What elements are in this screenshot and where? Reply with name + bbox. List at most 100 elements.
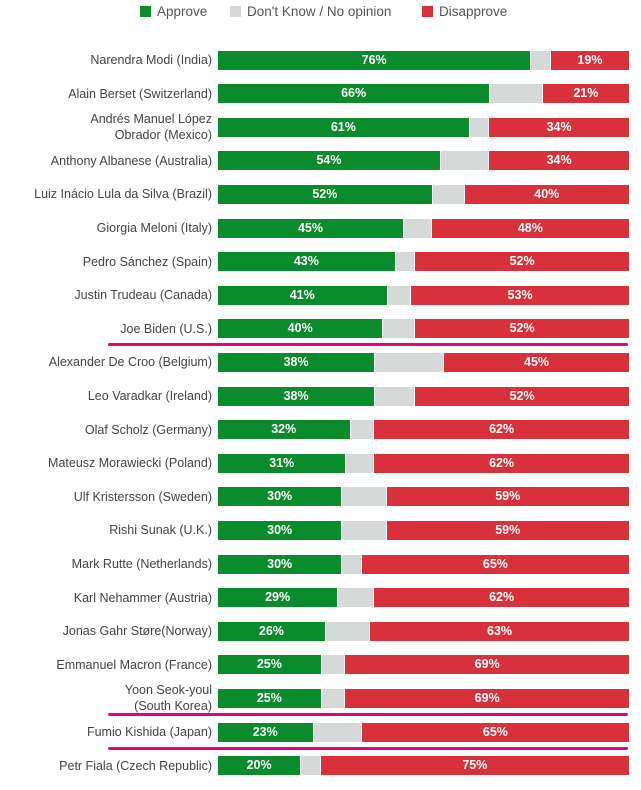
row-label: Emmanuel Macron (France) [56, 657, 212, 673]
row-label: Ulf Kristersson (Sweden) [74, 489, 212, 505]
data-label-approve: 66% [341, 86, 367, 101]
row-label: Olaf Scholz (Germany) [85, 422, 212, 438]
bar-disapprove [345, 688, 629, 708]
row-label: Karl Nehammer (Austria) [74, 590, 212, 606]
data-label-approve: 26% [258, 623, 284, 638]
data-label-disapprove: 52% [509, 254, 535, 269]
row-label: Mark Rutte (Netherlands) [72, 556, 212, 572]
bar-dont-know [431, 184, 465, 204]
bar-dont-know [468, 117, 490, 137]
bar-approve [218, 722, 313, 742]
row-label-line: Luiz Inácio Lula da Silva (Brazil) [34, 187, 212, 202]
data-label-approve: 30% [267, 522, 293, 537]
bar-disapprove [386, 520, 629, 540]
bar-disapprove [370, 621, 629, 641]
bar-dont-know [337, 588, 375, 608]
bar-approve [218, 319, 383, 339]
row-label: Joe Biden (U.S.) [120, 321, 212, 337]
data-label-approve: 32% [271, 422, 297, 437]
data-label-approve: 40% [287, 321, 313, 336]
row-label-line: Obrador (Mexico) [114, 128, 212, 143]
data-label-approve: 43% [293, 254, 319, 269]
data-label-disapprove: 65% [482, 556, 508, 571]
row-label-line: Alain Berset (Switzerland) [68, 86, 212, 101]
bar-disapprove [374, 453, 629, 473]
bar-approve [218, 520, 342, 540]
bar-disapprove [386, 487, 629, 507]
bar-approve [218, 554, 342, 574]
row-label-line: Anthony Albanese (Australia) [50, 153, 212, 168]
legend-swatch-dont-know [230, 5, 241, 17]
row-label-line: Rishi Sunak (U.K.) [109, 523, 212, 538]
row-label: Anthony Albanese (Australia) [51, 153, 212, 169]
bar-approve [218, 588, 338, 608]
row-label-line: Yoon Seok-youl [124, 683, 212, 698]
row-label-line: Petr Fiala (Czech Republic) [59, 758, 212, 773]
bar-disapprove [320, 756, 629, 776]
row-label-line: Giorgia Meloni (Italy) [96, 221, 212, 235]
data-label-disapprove: 53% [507, 287, 533, 302]
data-label-disapprove: 59% [495, 522, 521, 537]
bar-disapprove [361, 554, 629, 574]
bar-approve [218, 184, 432, 204]
data-label-approve: 45% [297, 220, 323, 235]
data-label-disapprove: 75% [462, 758, 488, 773]
row-label: Leo Varadkar (Ireland) [88, 388, 212, 404]
bar-disapprove [415, 319, 629, 339]
bar-disapprove [542, 84, 629, 104]
bar-approve [218, 453, 346, 473]
row-label: Rishi Sunak (U.K.) [109, 522, 212, 538]
bar-approve [218, 285, 387, 305]
data-label-disapprove: 69% [474, 690, 500, 705]
data-label-approve: 61% [330, 119, 356, 134]
row-label: Pedro Sánchez (Spain) [83, 254, 212, 270]
row-label-line: Joe Biden (U.S.) [120, 321, 212, 336]
bar-dont-know [320, 655, 346, 675]
bar-dont-know [374, 352, 445, 372]
data-label-approve: 25% [256, 657, 282, 672]
row-label-line: Fumio Kishida (Japan) [86, 725, 212, 739]
row-label: Alain Berset (Switzerland) [68, 86, 212, 102]
row-label-line: Emmanuel Macron (France) [56, 657, 212, 672]
legend-label-disapprove: Disapprove [439, 3, 508, 19]
data-label-disapprove: 62% [489, 590, 515, 605]
bar-dont-know [341, 554, 362, 574]
data-label-approve: 25% [256, 690, 282, 705]
row-label-line: Olaf Scholz (Germany) [84, 422, 212, 437]
bar-dont-know [349, 420, 375, 440]
bar-dont-know [345, 453, 375, 473]
bar-dont-know [341, 520, 387, 540]
bar-approve [218, 655, 321, 675]
data-label-approve: 30% [267, 556, 293, 571]
bar-approve [218, 756, 301, 776]
data-label-approve: 52% [312, 186, 338, 201]
bar-dont-know [374, 386, 416, 406]
row-label-line: Mark Rutte (Netherlands) [71, 557, 212, 571]
bar-dont-know [312, 722, 362, 742]
data-label-disapprove: 45% [524, 354, 550, 369]
legend-item-disapprove: Disapprove [422, 3, 507, 19]
data-label-disapprove: 48% [517, 220, 543, 235]
row-label-line: Ulf Kristersson (Sweden) [73, 489, 212, 504]
data-label-approve: 38% [283, 354, 309, 369]
data-label-disapprove: 62% [489, 422, 515, 437]
data-label-approve: 41% [289, 287, 315, 302]
bar-disapprove [431, 218, 629, 238]
data-label-disapprove: 40% [534, 186, 560, 201]
data-label-disapprove: 65% [482, 724, 508, 739]
row-label: Yoon Seok-youl (South Korea) [125, 682, 212, 714]
data-label-disapprove: 62% [489, 455, 515, 470]
bar-disapprove [361, 722, 629, 742]
bar-approve [218, 386, 375, 406]
legend-item-approve: Approve [140, 3, 207, 19]
bar-approve [218, 218, 403, 238]
row-label-line: Narendra Modi (India) [90, 53, 212, 67]
row-label: Giorgia Meloni (Italy) [97, 220, 212, 236]
bar-dont-know [394, 252, 416, 272]
row-label-line: Jonas Gahr Støre(Norway) [62, 624, 212, 639]
bar-disapprove [345, 655, 629, 675]
legend-swatch-approve [140, 5, 151, 17]
data-label-disapprove: 63% [487, 623, 513, 638]
data-label-approve: 38% [283, 388, 309, 403]
